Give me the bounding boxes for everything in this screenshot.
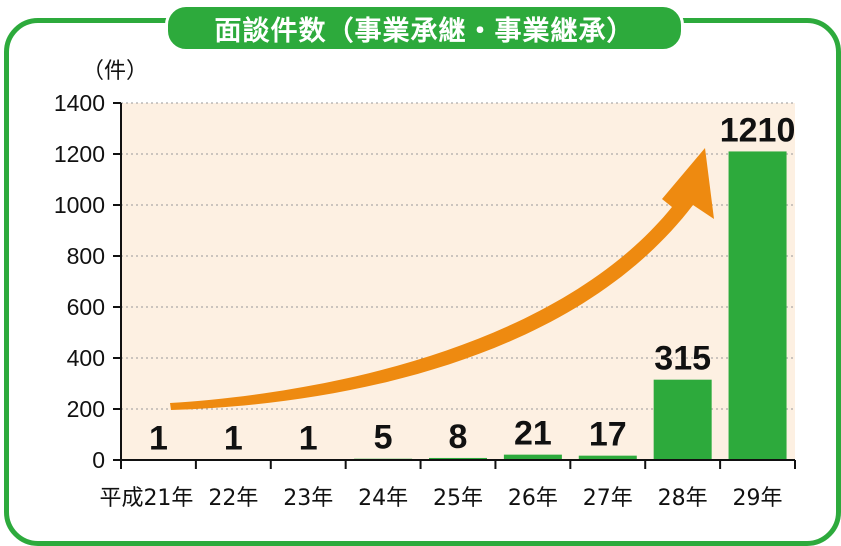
- value-label: 1: [149, 420, 168, 458]
- y-tick-label: 400: [67, 345, 105, 371]
- value-label: 1: [224, 420, 243, 458]
- bars: [129, 151, 787, 460]
- x-category-label: 28年: [658, 486, 708, 511]
- x-category-label: 25年: [433, 486, 483, 511]
- y-tick-label: 0: [92, 447, 105, 473]
- x-category-label: 24年: [358, 486, 408, 511]
- x-category-labels: 平成21年 22年 23年 24年 25年 26年 27年 28年 29年: [99, 486, 782, 511]
- trend-arrow: [170, 148, 714, 410]
- value-label: 1: [299, 420, 318, 458]
- bar: [653, 379, 712, 460]
- x-category-label: 26年: [508, 486, 558, 511]
- bar: [728, 151, 787, 460]
- title-banner: 面談件数（事業承継・事業継承）: [165, 4, 684, 52]
- x-category-label: 平成21年: [99, 486, 193, 511]
- value-labels: 1 1 1 5 8 21 17 315 1210: [149, 111, 795, 457]
- y-tick-label: 200: [67, 396, 105, 422]
- y-tick-label: 1400: [54, 90, 105, 116]
- x-category-label: 27年: [583, 486, 633, 511]
- x-category-label: 22年: [208, 486, 258, 511]
- y-tick-label: 800: [67, 243, 105, 269]
- y-axis-unit-label: （件）: [82, 59, 148, 84]
- value-label: 8: [449, 418, 468, 456]
- value-label: 315: [654, 340, 711, 378]
- x-category-label: 29年: [733, 486, 783, 511]
- y-tick-labels: 0 200 400 600 800 1000 1200 1400: [54, 90, 105, 473]
- chart-title: 面談件数（事業承継・事業継承）: [214, 15, 635, 47]
- bar: [578, 455, 637, 460]
- value-label: 5: [374, 419, 393, 457]
- y-tick-label: 600: [67, 294, 105, 320]
- bar: [429, 457, 487, 460]
- x-category-label: 23年: [283, 486, 333, 511]
- value-label: 17: [589, 416, 627, 454]
- value-label: 1210: [720, 111, 796, 149]
- y-tick-label: 1200: [54, 141, 105, 167]
- value-label: 21: [514, 415, 552, 453]
- axes: [113, 102, 796, 469]
- y-tick-label: 1000: [54, 192, 105, 218]
- bar: [503, 454, 562, 460]
